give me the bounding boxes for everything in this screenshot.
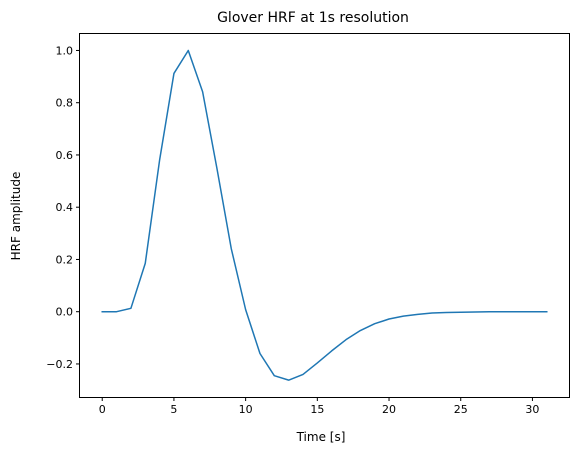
x-tick-label: 0 [99,403,106,416]
plot-area [101,49,548,381]
y-tick-label: 0.0 [56,306,74,319]
x-axis-label: Time [s] [296,430,346,444]
y-tick-label: 0.8 [56,97,74,110]
y-tick-label: 0.2 [56,253,74,266]
y-tick-label: −0.2 [46,358,73,371]
x-tick-label: 15 [310,403,324,416]
x-tick-label: 5 [170,403,177,416]
x-tick-label: 25 [454,403,468,416]
y-tick-label: 0.4 [56,201,74,214]
x-tick-label: 10 [239,403,253,416]
axis-ticks: 0 5 10 15 20 25 30 −0.2 0.0 0.2 0.4 0.6 0.8 1.0 [46,44,539,416]
chart-title: Glover HRF at 1s resolution [217,10,409,26]
x-tick-label: 30 [525,403,539,416]
y-tick-label: 1.0 [56,44,74,57]
x-tick-label: 20 [382,403,396,416]
axes-frame [79,33,570,398]
y-tick-label: 0.6 [56,149,74,162]
series-line-0 [101,49,548,381]
y-axis-label: HRF amplitude [9,172,23,261]
